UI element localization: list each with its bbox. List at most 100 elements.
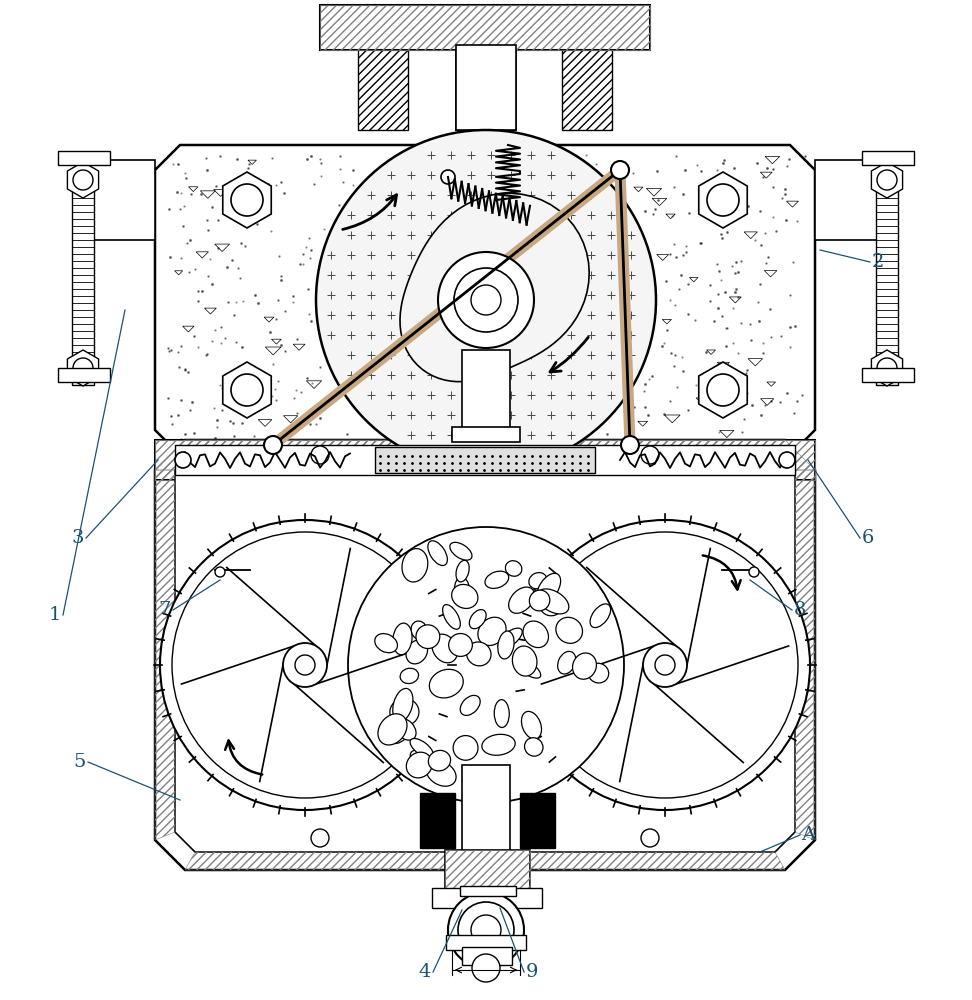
Ellipse shape bbox=[514, 658, 540, 678]
Circle shape bbox=[175, 452, 191, 468]
Ellipse shape bbox=[498, 631, 514, 659]
Polygon shape bbox=[155, 145, 815, 455]
Circle shape bbox=[611, 161, 629, 179]
Bar bbox=[562, 45, 612, 130]
Circle shape bbox=[441, 170, 455, 184]
Ellipse shape bbox=[393, 623, 412, 655]
Ellipse shape bbox=[482, 734, 515, 755]
Circle shape bbox=[438, 252, 534, 348]
Circle shape bbox=[264, 436, 282, 454]
Circle shape bbox=[877, 170, 897, 190]
FancyArrowPatch shape bbox=[343, 195, 397, 229]
Polygon shape bbox=[67, 162, 98, 198]
Circle shape bbox=[779, 452, 795, 468]
Ellipse shape bbox=[406, 640, 428, 664]
Text: 5: 5 bbox=[74, 753, 87, 771]
Text: 4: 4 bbox=[419, 963, 432, 981]
Bar bbox=[72, 170, 94, 385]
Bar bbox=[445, 850, 530, 892]
Ellipse shape bbox=[539, 596, 562, 616]
Ellipse shape bbox=[416, 625, 439, 649]
Circle shape bbox=[641, 829, 659, 847]
Bar bbox=[445, 850, 530, 892]
Text: 7: 7 bbox=[158, 601, 171, 619]
Polygon shape bbox=[155, 440, 815, 870]
Ellipse shape bbox=[393, 688, 413, 722]
Circle shape bbox=[73, 358, 93, 378]
Circle shape bbox=[471, 915, 501, 945]
Circle shape bbox=[311, 446, 329, 464]
Polygon shape bbox=[872, 162, 903, 198]
FancyArrowPatch shape bbox=[550, 337, 588, 372]
Ellipse shape bbox=[508, 587, 535, 613]
Bar bbox=[58, 151, 110, 165]
Bar bbox=[432, 888, 542, 908]
Circle shape bbox=[160, 520, 450, 810]
FancyArrowPatch shape bbox=[226, 741, 262, 775]
Polygon shape bbox=[872, 350, 903, 386]
Polygon shape bbox=[223, 172, 271, 228]
Polygon shape bbox=[175, 450, 795, 852]
Text: 3: 3 bbox=[72, 529, 85, 547]
Ellipse shape bbox=[455, 577, 469, 600]
Text: A: A bbox=[801, 826, 816, 844]
Ellipse shape bbox=[537, 589, 569, 614]
Ellipse shape bbox=[402, 549, 428, 582]
Ellipse shape bbox=[430, 669, 464, 698]
Ellipse shape bbox=[467, 642, 491, 666]
Bar bbox=[876, 170, 898, 385]
Ellipse shape bbox=[523, 621, 548, 648]
Ellipse shape bbox=[400, 668, 419, 684]
Ellipse shape bbox=[512, 646, 537, 676]
Polygon shape bbox=[90, 160, 155, 240]
Polygon shape bbox=[699, 172, 747, 228]
Ellipse shape bbox=[429, 750, 451, 771]
Bar bbox=[446, 935, 526, 950]
Circle shape bbox=[641, 446, 659, 464]
Polygon shape bbox=[699, 362, 747, 418]
Circle shape bbox=[749, 567, 759, 577]
Polygon shape bbox=[400, 193, 589, 382]
Bar bbox=[320, 5, 650, 50]
Circle shape bbox=[877, 358, 897, 378]
Bar bbox=[375, 447, 595, 473]
Polygon shape bbox=[67, 350, 98, 386]
Ellipse shape bbox=[406, 752, 433, 778]
Circle shape bbox=[643, 643, 687, 687]
Bar bbox=[862, 368, 914, 382]
Circle shape bbox=[707, 184, 739, 216]
Circle shape bbox=[454, 268, 518, 332]
Ellipse shape bbox=[390, 698, 419, 726]
Circle shape bbox=[283, 643, 327, 687]
Polygon shape bbox=[223, 362, 271, 418]
Ellipse shape bbox=[375, 634, 398, 653]
Circle shape bbox=[520, 520, 810, 810]
Ellipse shape bbox=[410, 739, 434, 758]
Circle shape bbox=[311, 829, 329, 847]
Bar bbox=[862, 151, 914, 165]
Ellipse shape bbox=[432, 634, 458, 663]
Ellipse shape bbox=[537, 573, 561, 603]
Circle shape bbox=[472, 954, 500, 982]
Circle shape bbox=[348, 527, 624, 803]
Circle shape bbox=[448, 892, 524, 968]
Text: 9: 9 bbox=[526, 963, 538, 981]
Ellipse shape bbox=[469, 610, 486, 629]
Ellipse shape bbox=[494, 700, 509, 727]
Bar bbox=[462, 350, 510, 435]
Bar bbox=[456, 45, 516, 130]
Bar bbox=[520, 793, 555, 848]
Ellipse shape bbox=[452, 584, 478, 608]
Ellipse shape bbox=[378, 714, 407, 745]
Polygon shape bbox=[815, 160, 880, 240]
Ellipse shape bbox=[442, 605, 461, 629]
Bar bbox=[175, 445, 795, 475]
Ellipse shape bbox=[428, 541, 447, 566]
Bar bbox=[320, 5, 650, 50]
Circle shape bbox=[532, 532, 798, 798]
Circle shape bbox=[621, 436, 639, 454]
Ellipse shape bbox=[460, 695, 480, 715]
Text: 1: 1 bbox=[49, 606, 61, 624]
Circle shape bbox=[707, 374, 739, 406]
FancyArrowPatch shape bbox=[703, 555, 741, 589]
